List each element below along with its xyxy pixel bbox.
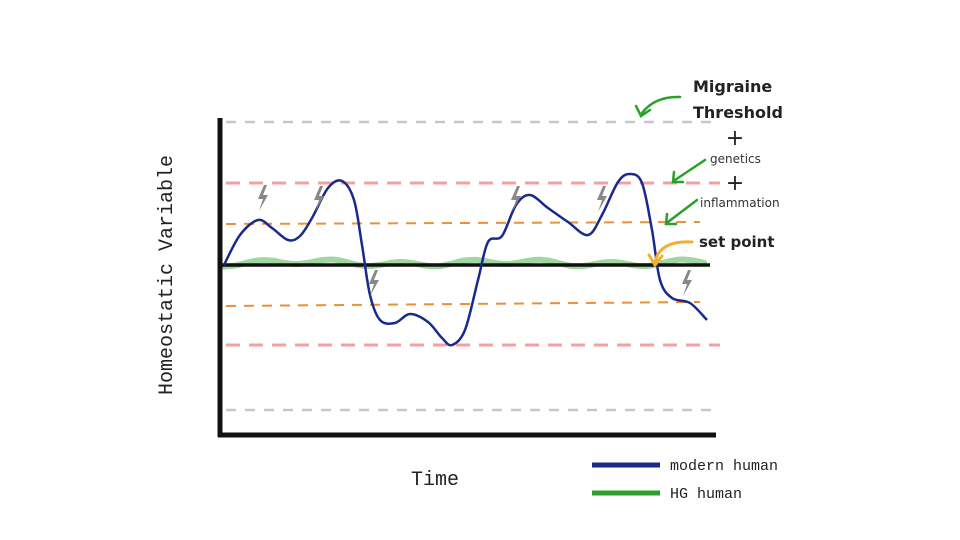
legend-label: HG human: [670, 486, 742, 503]
lightning-icon: [511, 186, 521, 212]
modern-human-curve: [222, 172, 708, 347]
legend-label: modern human: [670, 458, 778, 475]
genetics-arrowhead: [671, 170, 685, 184]
migraine-label: Migraine: [693, 77, 772, 96]
set-point-arrow: [653, 240, 694, 264]
threshold-arrow: [640, 95, 682, 115]
upper-orange-line: [225, 221, 701, 225]
lightning-icon: [682, 270, 692, 296]
threshold-label: Threshold: [693, 103, 783, 122]
lightning-icon: [314, 186, 324, 212]
inflammation-arrow: [666, 198, 699, 224]
threshold-arrowhead: [634, 104, 652, 118]
set-point-arrowhead: [647, 253, 664, 268]
lightning-icon: [258, 185, 268, 211]
lightning-icon: [369, 270, 379, 296]
x-axis-label: Time: [411, 469, 459, 492]
lightning-icon: [597, 186, 607, 212]
genetics-arrow: [673, 158, 707, 182]
y-axis-label: Homeostatic Variable: [156, 155, 179, 395]
arrows: [634, 95, 707, 268]
inflammation-arrowhead: [664, 212, 678, 226]
plus-sign: +: [726, 126, 744, 151]
lower-orange-line: [225, 301, 701, 307]
lightning-icons: [258, 185, 692, 296]
set-point-label: set point: [699, 233, 775, 251]
inflammation-label: inflammation: [700, 196, 780, 210]
plus-sign: +: [726, 171, 744, 196]
reference-lines: [225, 120, 720, 412]
genetics-label: genetics: [710, 152, 761, 166]
